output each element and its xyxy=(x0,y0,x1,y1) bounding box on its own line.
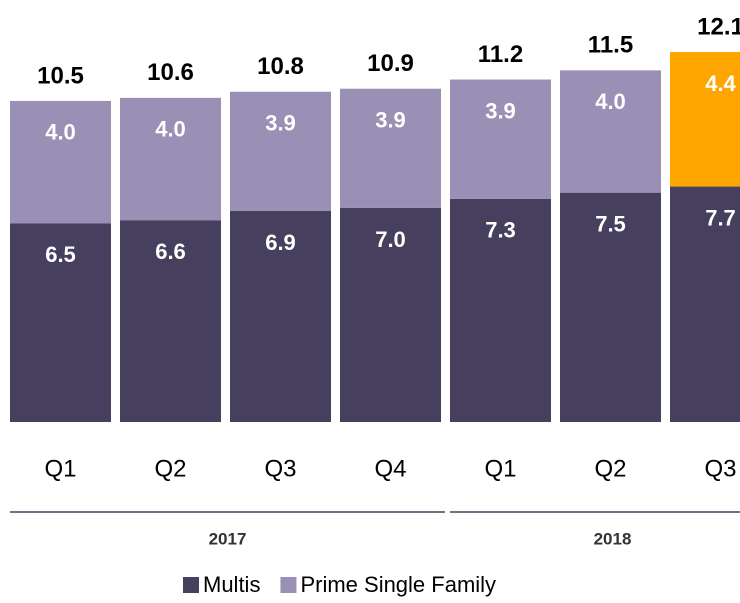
segment-label: 7.0 xyxy=(375,227,406,252)
bar-segment xyxy=(230,211,331,422)
segment-label: 3.9 xyxy=(485,98,516,123)
x-tick-label: Q2 xyxy=(594,455,626,482)
total-label: 10.5 xyxy=(37,62,84,89)
bar-segment xyxy=(10,100,111,224)
segment-label: 7.5 xyxy=(595,211,626,236)
total-label: 10.8 xyxy=(257,53,304,80)
segment-label: 6.6 xyxy=(155,239,186,264)
segment-label: 4.4 xyxy=(705,71,736,96)
segment-label: 4.0 xyxy=(155,117,186,142)
legend-label: Multis xyxy=(203,572,260,597)
legend-label: Prime Single Family xyxy=(300,572,496,597)
segment-label: 7.7 xyxy=(705,205,736,230)
x-tick-label: Q3 xyxy=(704,455,736,482)
segment-label: 6.9 xyxy=(265,230,296,255)
segment-label: 6.5 xyxy=(45,242,76,267)
total-label: 10.9 xyxy=(367,50,414,77)
bar-segment xyxy=(340,207,441,422)
group-label: 2018 xyxy=(594,529,632,548)
bar-segment xyxy=(670,52,740,187)
bar-segment xyxy=(120,97,221,221)
segment-label: 3.9 xyxy=(265,111,296,136)
x-tick-label: Q2 xyxy=(154,455,186,482)
bar-segment xyxy=(670,186,740,422)
total-label: 11.5 xyxy=(588,32,633,59)
segment-label: 7.3 xyxy=(485,218,516,243)
legend-swatch xyxy=(183,577,199,593)
bar-segment xyxy=(560,70,661,193)
bar-segment xyxy=(450,79,551,199)
total-label: 10.6 xyxy=(147,59,194,86)
x-tick-label: Q1 xyxy=(484,455,516,482)
bar-segment xyxy=(120,220,221,422)
bar-segment xyxy=(340,88,441,208)
x-tick-label: Q3 xyxy=(264,455,296,482)
legend-swatch xyxy=(280,577,297,593)
segment-label: 4.0 xyxy=(45,120,76,145)
x-tick-label: Q4 xyxy=(374,455,406,482)
segment-label: 4.0 xyxy=(595,89,626,114)
total-label: 12.1 xyxy=(697,13,740,40)
bar-segment xyxy=(10,223,111,422)
group-label: 2017 xyxy=(209,529,247,548)
x-tick-label: Q1 xyxy=(44,455,76,482)
bar-segment xyxy=(230,91,331,212)
bar-segment xyxy=(450,198,551,422)
total-label: 11.2 xyxy=(478,41,523,68)
bar-segment xyxy=(560,192,661,422)
segment-label: 3.9 xyxy=(375,108,406,133)
